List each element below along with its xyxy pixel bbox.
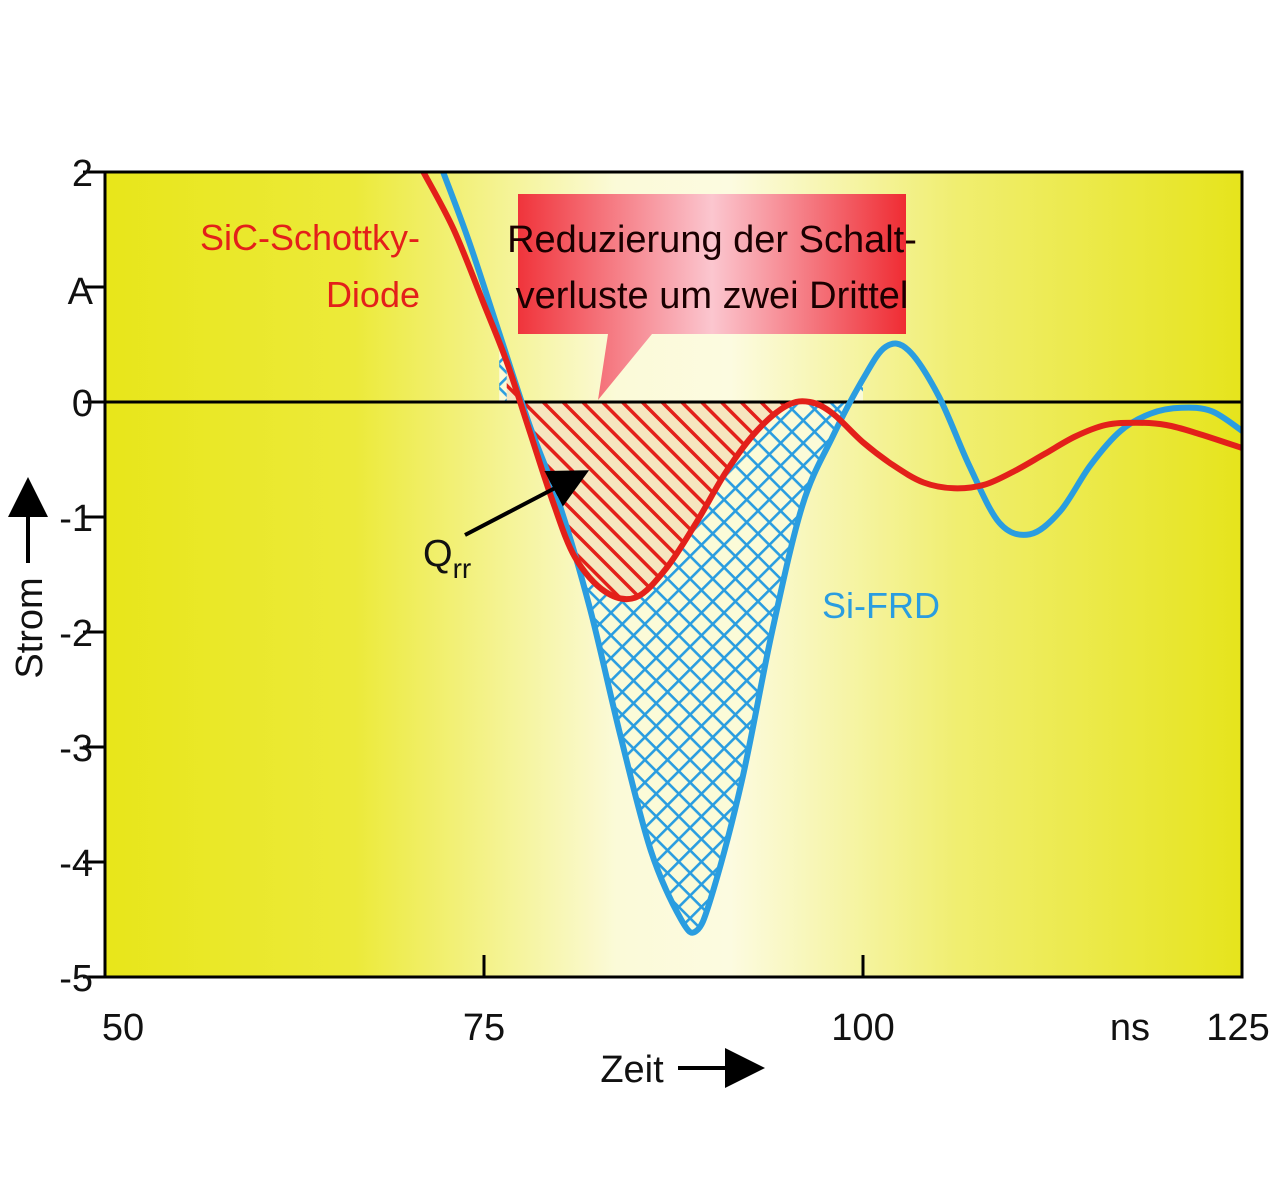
y-tick-label: -4 bbox=[59, 843, 93, 885]
qrr-label-sub: rr bbox=[453, 553, 472, 584]
x-tick-label: 50 bbox=[102, 1007, 144, 1049]
y-tick-label: -2 bbox=[59, 613, 93, 655]
y-tick-label: -5 bbox=[59, 958, 93, 1000]
qrr-label: Qrr bbox=[423, 533, 471, 584]
plot-frame bbox=[103, 170, 1244, 979]
series-line-si-frd bbox=[440, 172, 1242, 936]
series-label-sic-line2: Diode bbox=[326, 274, 420, 315]
y-unit-label: A bbox=[68, 271, 94, 313]
x-tick-label: 125 bbox=[1206, 1007, 1269, 1049]
x-axis-title: Zeit bbox=[600, 1049, 664, 1091]
y-axis-title: Strom bbox=[9, 577, 51, 678]
y-tick-label: -3 bbox=[59, 728, 93, 770]
qrr-arrow bbox=[464, 470, 590, 537]
x-tick-label: 75 bbox=[463, 1007, 505, 1049]
callout-box: Reduzierung der Schalt- verluste um zwei… bbox=[507, 194, 917, 400]
callout-line2: verluste um zwei Drittel bbox=[516, 275, 909, 317]
series-label-sic-line1: SiC-Schottky- bbox=[200, 217, 420, 258]
series-label-si-frd: Si-FRD bbox=[822, 585, 940, 626]
sic-recovery-area bbox=[506, 361, 810, 600]
y-tick-label: 0 bbox=[72, 383, 93, 425]
x-tick-label: 100 bbox=[831, 1007, 894, 1049]
series-line-sic-schottky bbox=[420, 172, 1242, 603]
x-unit-label: ns bbox=[1110, 1007, 1150, 1049]
qrr-label-main: Q bbox=[423, 533, 453, 575]
y-tick-label: -1 bbox=[59, 498, 93, 540]
callout-line1: Reduzierung der Schalt- bbox=[507, 219, 917, 261]
y-tick-label: 2 bbox=[72, 153, 93, 195]
